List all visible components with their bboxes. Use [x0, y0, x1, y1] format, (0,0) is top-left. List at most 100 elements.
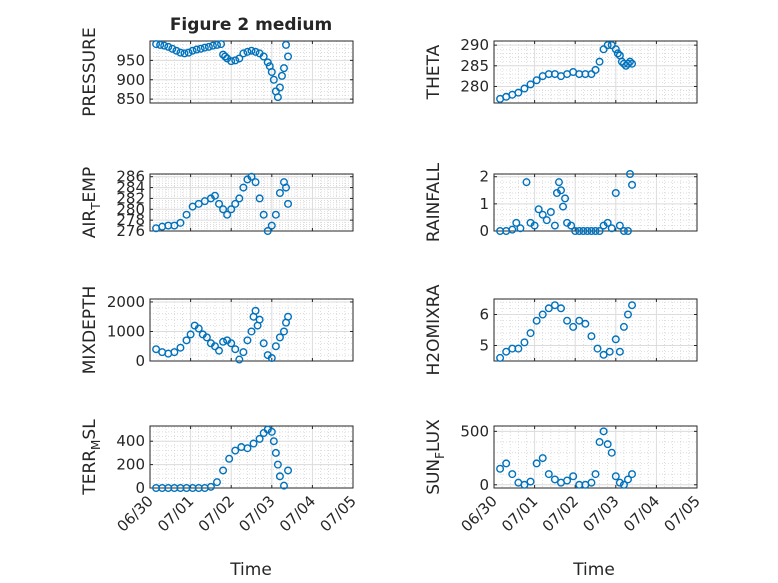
panel-1-plot-area	[494, 41, 697, 103]
panel-0-data-point	[221, 52, 230, 61]
panel-6-y-axis-label: TERRMSL	[80, 419, 103, 496]
panel-5-data-point	[520, 338, 529, 347]
panel-1-data-point	[613, 49, 622, 58]
panel-3-data-point	[567, 221, 576, 230]
panel-4-data-point	[210, 342, 219, 351]
panel-3-data-point	[571, 226, 580, 235]
panel-0-data-point	[196, 44, 205, 53]
panel-4-data-point	[170, 348, 179, 357]
panel-6-data-point	[275, 472, 284, 481]
panel-0-data-point	[176, 48, 185, 57]
panel-5-group: 5 6 H2OMIXRA	[424, 284, 698, 376]
panel-7-data-point	[615, 478, 624, 487]
panel-2-data-point	[282, 183, 291, 192]
panel-0-data-point	[231, 56, 240, 65]
panel-7-y-axis-label: SUNFLUX	[424, 419, 447, 495]
panel-7-x-tick-label: 07/02	[539, 492, 582, 535]
panel-1-data-point	[595, 57, 604, 66]
panel-6-data-point	[267, 427, 276, 436]
panel-0-y-tick-label: 850	[116, 90, 145, 108]
panel-7-x-tick-label: 07/04	[620, 492, 663, 535]
panel-7-y-tick-label: 0	[479, 476, 489, 494]
panel-0-data-point	[251, 47, 260, 56]
x-axis-label-left: Time	[229, 560, 272, 580]
panel-2-data-point	[251, 178, 260, 187]
panel-0-data-point	[227, 57, 236, 66]
panel-5-y-tick-label: 5	[479, 337, 489, 355]
panel-6-data-point	[231, 446, 240, 455]
panel-1-data-point	[628, 59, 637, 68]
panel-7-x-tick-label: 07/05	[661, 492, 704, 535]
panel-1-data-point	[587, 70, 596, 79]
panel-3-plot-area	[494, 174, 697, 231]
panel-2-data-point	[284, 199, 293, 208]
panel-2-data-point	[275, 188, 284, 197]
panel-7-data-point	[599, 427, 608, 436]
panel-0-data-point	[212, 40, 221, 49]
panel-2-data-point	[255, 194, 264, 203]
panel-5-data-point	[538, 310, 547, 319]
panel-0-data-point	[160, 41, 169, 50]
panel-6-y-tick-label: 200	[116, 456, 145, 474]
panel-2-data-point	[227, 205, 236, 214]
panel-0-data-point	[204, 42, 213, 51]
panel-5-data-point	[514, 344, 523, 353]
panel-7-data-point	[603, 440, 612, 449]
panel-7-data-point	[544, 470, 553, 479]
panel-7-data-point	[569, 472, 578, 481]
panel-6-data-point	[269, 437, 278, 446]
panel-4-data-point	[194, 324, 203, 333]
panel-2-data-point	[176, 218, 185, 227]
panel-3-data-point	[508, 225, 517, 234]
panel-6-x-tick-label: 06/30	[114, 492, 157, 535]
panel-2-y-tick-label: 276	[116, 222, 145, 240]
panel-6-data-point	[219, 466, 228, 475]
panel-7-data-point	[550, 475, 559, 484]
panel-1-data-point	[526, 80, 535, 89]
panel-1-data-point	[611, 45, 620, 54]
panel-6-data-point	[225, 454, 234, 463]
panel-4-group: 0 1000 2000 MIXDEPTH	[80, 286, 354, 375]
panel-6-data-point	[279, 481, 288, 490]
panel-5-data-point	[615, 347, 624, 356]
panel-0-data-point	[192, 45, 201, 54]
panel-3-data-point	[626, 169, 635, 178]
panel-1-axes-box	[493, 40, 698, 104]
panel-0-data-point	[279, 64, 288, 73]
panel-5-data-point	[628, 301, 637, 310]
panel-0-data-point	[259, 52, 268, 61]
panel-7-axes-box	[493, 425, 698, 489]
panel-7-group: 0 500 SUNFLUX 06/3007/0107/0207/0307/0407/0…	[424, 419, 704, 536]
panel-0-data-point	[273, 93, 282, 102]
panel-3-data-point	[550, 221, 559, 230]
panel-4-data-point	[251, 306, 260, 315]
panel-1-data-point	[623, 59, 632, 68]
panel-3-data-point	[512, 218, 521, 227]
panel-0-data-point	[168, 44, 177, 53]
panel-0-data-point	[208, 41, 217, 50]
panel-2-y-tick-label: 284	[116, 179, 145, 197]
panel-4-data-point	[176, 343, 185, 352]
panel-3-data-point	[619, 226, 628, 235]
panel-2-data-point	[215, 199, 224, 208]
panel-2-data-point	[271, 210, 280, 219]
panel-4-data-point	[182, 336, 191, 345]
panel-5-data-point	[532, 316, 541, 325]
panel-3-data-point	[603, 218, 612, 227]
panel-4-data-point	[255, 315, 264, 324]
panel-3-data-point	[546, 207, 555, 216]
panel-4-plot-area	[150, 299, 353, 361]
panel-7-data-point	[587, 478, 596, 487]
panel-7-x-tick-label: 06/30	[458, 492, 501, 535]
panel-1-y-tick-label: 290	[460, 36, 489, 54]
panel-2-y-tick-label: 278	[116, 211, 145, 229]
panel-3-axes-box	[493, 173, 698, 232]
panel-3-data-point	[522, 178, 531, 187]
panel-4-data-point	[202, 333, 211, 342]
panel-4-y-axis-label: MIXDEPTH	[80, 286, 100, 375]
x-axis-label-right: Time	[572, 560, 615, 580]
panel-4-data-point	[275, 333, 284, 342]
panel-0-data-point	[239, 49, 248, 58]
